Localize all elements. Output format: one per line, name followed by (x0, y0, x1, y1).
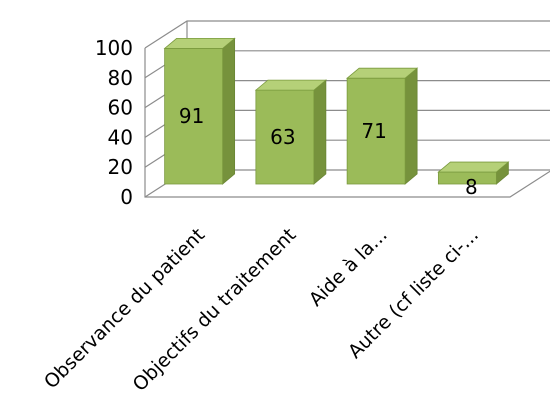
bar: 91 (163, 37, 236, 185)
bar-front (255, 89, 315, 185)
bars: 91 63 71 8 (163, 37, 510, 199)
bar-top (346, 67, 419, 79)
data-label: 71 (361, 119, 386, 143)
bar-side (222, 37, 236, 185)
bar-front (164, 48, 224, 185)
bar-side (313, 79, 327, 185)
y-tick-label: 60 (108, 96, 133, 120)
y-tick-label: 0 (120, 185, 133, 209)
category-label: Aide à la... (305, 224, 392, 311)
bar-top (437, 161, 510, 173)
bar-side (404, 67, 418, 185)
y-tick-labels: 0 20 40 60 80 100 (95, 36, 133, 209)
y-tick-label: 20 (108, 155, 133, 179)
bar-top (163, 38, 236, 49)
data-label: 63 (270, 125, 295, 149)
y-tick-label: 40 (108, 125, 133, 149)
bar: 8 (437, 161, 510, 199)
data-label: 8 (465, 175, 478, 199)
data-label: 91 (179, 104, 204, 128)
floor-edge (144, 48, 550, 198)
bar: 71 (346, 67, 419, 185)
y-tick-label: 80 (108, 66, 133, 90)
bar-front (346, 77, 406, 185)
bar-top (254, 79, 327, 91)
category-label: Objectifs du traitement (129, 224, 301, 396)
bar: 63 (254, 79, 327, 185)
y-tick-label: 100 (95, 36, 133, 60)
category-label: Observance du patient (40, 224, 209, 393)
